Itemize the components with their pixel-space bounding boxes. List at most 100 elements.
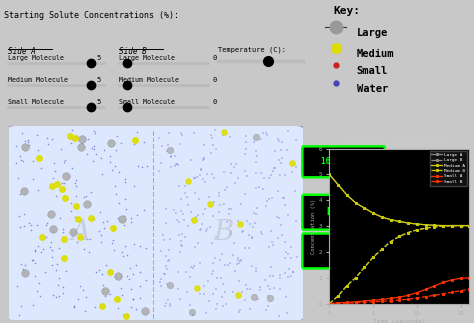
Point [177, 131, 184, 136]
Point [17, 304, 25, 309]
Point [58, 186, 66, 192]
Point [167, 154, 174, 159]
Point [287, 256, 295, 261]
Point [129, 296, 137, 301]
Point [26, 143, 33, 148]
Point [235, 278, 242, 284]
Point [163, 281, 171, 286]
Large B [327, 302, 332, 306]
Medium A [388, 218, 393, 222]
Large B [388, 240, 393, 244]
Point [90, 158, 97, 163]
Point [167, 164, 175, 169]
Point [99, 219, 106, 224]
Point [48, 137, 56, 142]
Point [121, 177, 129, 182]
Point [262, 130, 269, 136]
Medium B [431, 225, 437, 229]
Point [288, 161, 296, 166]
Point [193, 174, 201, 180]
Point [107, 291, 114, 297]
Point [205, 298, 213, 304]
Point [66, 134, 74, 140]
Point [130, 142, 137, 147]
Point [109, 238, 117, 243]
Point [80, 288, 87, 293]
Text: 0: 0 [212, 55, 217, 61]
Point [61, 159, 68, 164]
Point [177, 209, 185, 214]
Point [281, 270, 289, 276]
Point [198, 227, 205, 232]
Point [162, 264, 170, 269]
Point [182, 235, 189, 240]
Point [243, 147, 250, 152]
Point [24, 138, 31, 143]
Large B [353, 276, 358, 280]
Point [124, 273, 131, 278]
Large A [440, 224, 446, 227]
Point [18, 157, 25, 162]
Point [123, 252, 130, 257]
Point [160, 272, 167, 277]
Medium B [353, 276, 358, 280]
Point [187, 157, 195, 162]
Point [16, 313, 23, 318]
Medium A [440, 224, 446, 227]
Medium B [440, 224, 446, 228]
Point [189, 313, 197, 318]
Point [157, 160, 165, 165]
Point [53, 181, 61, 186]
Point [191, 217, 198, 223]
Point [277, 222, 285, 227]
Point [91, 217, 98, 222]
Point [230, 164, 238, 169]
Point [155, 169, 163, 174]
Point [219, 252, 226, 257]
Point [109, 167, 116, 172]
Large B [405, 231, 411, 234]
Point [54, 261, 61, 266]
Point [181, 191, 188, 196]
Point [92, 269, 100, 275]
Text: 0: 0 [212, 77, 217, 83]
Point [289, 270, 296, 275]
Point [27, 228, 35, 233]
Text: Large: Large [357, 28, 388, 38]
Point [191, 175, 199, 180]
Point [121, 180, 129, 185]
Point [67, 200, 75, 205]
Point [263, 308, 270, 313]
Small B [396, 298, 402, 302]
Point [122, 206, 129, 212]
Point [20, 189, 28, 194]
Point [241, 151, 248, 156]
Point [276, 286, 283, 291]
Point [243, 283, 250, 288]
Point [131, 138, 139, 143]
Large A [353, 201, 358, 205]
Point [30, 258, 37, 263]
Small A [327, 302, 332, 306]
Medium A [327, 172, 332, 176]
Point [273, 214, 281, 219]
Medium A [449, 224, 455, 227]
Point [182, 184, 189, 189]
Point [275, 313, 283, 318]
Point [221, 188, 229, 193]
Point [48, 247, 56, 252]
Point [196, 172, 204, 178]
Point [158, 284, 165, 289]
Point [202, 310, 210, 316]
Line: Small A: Small A [328, 277, 470, 305]
Point [58, 181, 66, 186]
Point [246, 245, 253, 250]
Point [132, 306, 139, 311]
Point [219, 304, 227, 309]
Small A [396, 295, 402, 299]
Text: Medium: Medium [357, 49, 394, 59]
Point [162, 220, 169, 225]
Medium B [458, 224, 464, 227]
Large B [335, 294, 341, 298]
Point [236, 307, 244, 312]
